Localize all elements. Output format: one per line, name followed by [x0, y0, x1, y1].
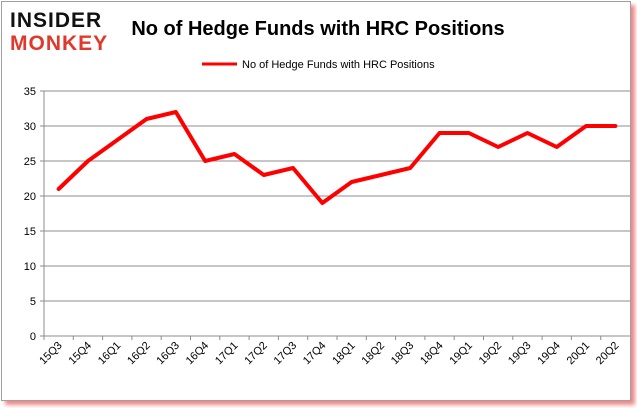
series-line — [56, 110, 618, 205]
data-point-20Q2 — [614, 125, 616, 127]
data-point-18Q4 — [439, 132, 441, 134]
x-tick-label: 15Q3 — [37, 340, 65, 368]
y-tick-label: 35 — [24, 86, 36, 98]
data-point-17Q2 — [263, 174, 265, 176]
x-tick-label: 17Q1 — [213, 340, 241, 368]
data-point-18Q3 — [409, 167, 411, 169]
x-tick-label: 18Q3 — [389, 340, 417, 368]
x-tick-label: 20Q2 — [594, 340, 622, 368]
data-point-19Q4 — [556, 146, 558, 148]
x-tick-label: 15Q4 — [67, 340, 95, 368]
data-point-16Q3 — [175, 111, 177, 113]
data-point-19Q3 — [526, 132, 528, 134]
x-tick-label: 19Q1 — [447, 340, 475, 368]
x-tick-label: 18Q4 — [418, 340, 446, 368]
logo-line2: MONKEY — [10, 32, 108, 55]
y-tick-label: 10 — [24, 261, 36, 273]
x-tick-label: 17Q2 — [242, 340, 270, 368]
y-tick-label: 5 — [30, 296, 36, 308]
logo-line1: INSIDER — [10, 9, 102, 32]
y-tick-label: 0 — [30, 331, 36, 343]
y-tick-label: 20 — [24, 191, 36, 203]
y-tick-label: 30 — [24, 121, 36, 133]
x-tick-label: 16Q2 — [125, 340, 153, 368]
data-point-19Q1 — [468, 132, 470, 134]
x-tick-label: 18Q2 — [360, 340, 388, 368]
x-tick-label: 16Q1 — [96, 340, 124, 368]
x-tick-label: 19Q2 — [477, 340, 505, 368]
legend: No of Hedge Funds with HRC Positions — [202, 59, 435, 71]
data-point-17Q1 — [233, 153, 235, 155]
x-tick-label: 19Q3 — [506, 340, 534, 368]
chart-frame — [1, 1, 631, 401]
data-point-15Q3 — [58, 188, 60, 190]
y-tick-label: 15 — [24, 226, 36, 238]
x-tick-label: 20Q1 — [565, 340, 593, 368]
data-point-18Q2 — [380, 174, 382, 176]
x-tick-label: 18Q1 — [330, 340, 358, 368]
data-point-16Q2 — [146, 118, 148, 120]
data-point-19Q2 — [497, 146, 499, 148]
x-tick-label: 17Q3 — [272, 340, 300, 368]
data-point-15Q4 — [87, 160, 89, 162]
legend-label: No of Hedge Funds with HRC Positions — [242, 59, 435, 71]
x-tick-label: 16Q3 — [154, 340, 182, 368]
y-tick-label: 25 — [24, 156, 36, 168]
data-point-17Q3 — [292, 167, 294, 169]
data-point-16Q4 — [204, 160, 206, 162]
x-tick-label: 19Q4 — [535, 340, 563, 368]
x-tick-label: 17Q4 — [301, 340, 329, 368]
data-point-17Q4 — [321, 202, 323, 204]
insider-monkey-logo: INSIDER MONKEY — [10, 9, 108, 55]
data-point-20Q1 — [585, 125, 587, 127]
data-point-16Q1 — [116, 139, 118, 141]
x-tick-label: 16Q4 — [184, 340, 212, 368]
chart-title: No of Hedge Funds with HRC Positions — [131, 18, 504, 40]
data-point-18Q1 — [351, 181, 353, 183]
